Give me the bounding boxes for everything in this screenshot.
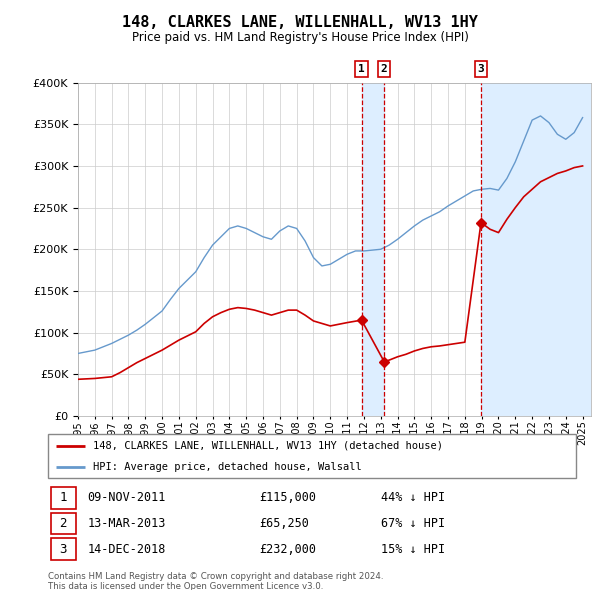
Text: Contains HM Land Registry data © Crown copyright and database right 2024.: Contains HM Land Registry data © Crown c… xyxy=(48,572,383,581)
FancyBboxPatch shape xyxy=(48,434,576,478)
Text: 44% ↓ HPI: 44% ↓ HPI xyxy=(380,491,445,504)
Text: £115,000: £115,000 xyxy=(259,491,316,504)
Text: HPI: Average price, detached house, Walsall: HPI: Average price, detached house, Wals… xyxy=(93,462,362,472)
Text: £232,000: £232,000 xyxy=(259,543,316,556)
FancyBboxPatch shape xyxy=(50,487,76,509)
Text: £65,250: £65,250 xyxy=(259,517,309,530)
Text: 1: 1 xyxy=(59,491,67,504)
Text: This data is licensed under the Open Government Licence v3.0.: This data is licensed under the Open Gov… xyxy=(48,582,323,590)
Bar xyxy=(362,83,384,416)
Text: 14-DEC-2018: 14-DEC-2018 xyxy=(88,543,166,556)
FancyBboxPatch shape xyxy=(50,538,76,560)
Text: 09-NOV-2011: 09-NOV-2011 xyxy=(88,491,166,504)
FancyBboxPatch shape xyxy=(50,513,76,535)
Text: 3: 3 xyxy=(59,543,67,556)
Text: 67% ↓ HPI: 67% ↓ HPI xyxy=(380,517,445,530)
Text: 1: 1 xyxy=(358,64,365,74)
Bar xyxy=(481,83,591,416)
Text: 13-MAR-2013: 13-MAR-2013 xyxy=(88,517,166,530)
Text: 2: 2 xyxy=(381,64,388,74)
Text: 2: 2 xyxy=(59,517,67,530)
Text: 148, CLARKES LANE, WILLENHALL, WV13 1HY (detached house): 148, CLARKES LANE, WILLENHALL, WV13 1HY … xyxy=(93,441,443,451)
Text: 148, CLARKES LANE, WILLENHALL, WV13 1HY: 148, CLARKES LANE, WILLENHALL, WV13 1HY xyxy=(122,15,478,30)
Text: 15% ↓ HPI: 15% ↓ HPI xyxy=(380,543,445,556)
Text: 3: 3 xyxy=(478,64,484,74)
Text: Price paid vs. HM Land Registry's House Price Index (HPI): Price paid vs. HM Land Registry's House … xyxy=(131,31,469,44)
